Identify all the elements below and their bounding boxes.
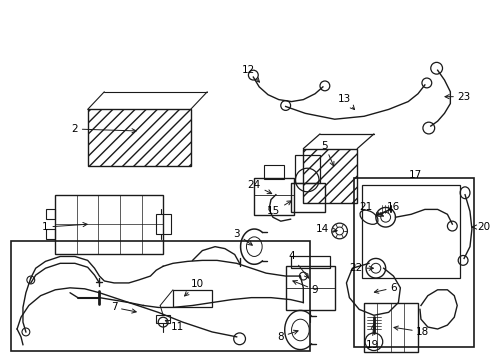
Text: 16: 16 xyxy=(376,202,400,216)
Bar xyxy=(55,195,163,253)
Bar xyxy=(46,229,55,239)
Text: 5: 5 xyxy=(321,141,334,166)
Text: 21: 21 xyxy=(360,202,384,216)
Bar xyxy=(11,241,310,351)
Text: 11: 11 xyxy=(165,320,184,332)
Bar xyxy=(88,109,191,166)
Text: 1: 1 xyxy=(42,222,87,232)
Text: 3: 3 xyxy=(233,229,252,245)
Text: 20: 20 xyxy=(472,222,490,232)
Text: 24: 24 xyxy=(247,180,271,194)
Bar xyxy=(362,185,460,278)
Text: 13: 13 xyxy=(338,94,355,109)
Text: 18: 18 xyxy=(394,326,430,337)
Bar xyxy=(291,183,325,212)
Bar xyxy=(291,256,330,268)
Bar xyxy=(354,178,474,347)
Text: 23: 23 xyxy=(445,92,471,102)
Text: 9: 9 xyxy=(293,280,318,295)
Text: 6: 6 xyxy=(374,283,397,293)
Bar xyxy=(286,266,335,310)
Text: 2: 2 xyxy=(72,124,136,134)
Text: 10: 10 xyxy=(185,279,204,296)
Text: 4: 4 xyxy=(288,252,309,278)
Text: 8: 8 xyxy=(277,330,298,342)
Bar xyxy=(173,290,212,307)
Text: 14: 14 xyxy=(317,224,337,234)
Text: 22: 22 xyxy=(350,263,373,273)
Text: 15: 15 xyxy=(267,201,292,216)
Text: 17: 17 xyxy=(409,170,422,180)
Bar xyxy=(46,210,55,219)
Bar xyxy=(364,302,418,352)
Text: 19: 19 xyxy=(366,325,379,350)
Bar xyxy=(295,156,320,183)
Bar xyxy=(303,149,357,203)
Text: 12: 12 xyxy=(242,65,260,82)
Bar xyxy=(156,214,171,234)
Bar xyxy=(254,178,294,215)
Bar xyxy=(156,315,170,323)
Bar xyxy=(264,165,284,179)
Text: 7: 7 xyxy=(111,302,136,313)
